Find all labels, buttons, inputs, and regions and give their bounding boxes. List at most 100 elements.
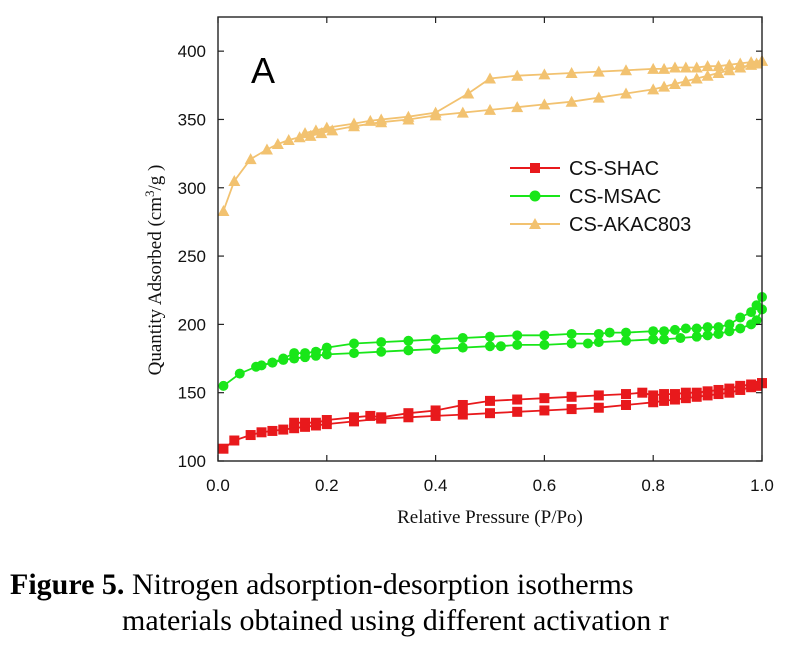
data-point-cs-shac-adsorption [680, 393, 691, 404]
data-point-cs-shac-desorption [376, 412, 387, 423]
data-point-cs-msac-adsorption [751, 315, 762, 326]
data-point-cs-msac-desorption [566, 328, 577, 339]
series-cs-akac803 [217, 54, 768, 216]
data-point-cs-akac803-adsorption [228, 174, 241, 186]
data-point-cs-msac-adsorption [234, 368, 245, 379]
data-point-cs-akac803-adsorption [690, 72, 703, 84]
data-point-cs-akac803-adsorption [260, 143, 273, 155]
legend-marker-cs-akac803 [529, 218, 541, 229]
data-point-cs-akac803-desorption [375, 113, 388, 125]
data-point-cs-msac-desorption [702, 322, 713, 333]
data-point-cs-msac-adsorption [321, 349, 332, 360]
data-point-cs-shac-desorption [300, 417, 311, 428]
data-point-cs-shac-adsorption [289, 423, 300, 434]
data-point-cs-msac-adsorption [349, 348, 359, 359]
data-point-cs-shac-adsorption [751, 380, 762, 391]
data-point-cs-shac-adsorption [229, 435, 240, 446]
data-point-cs-akac803-adsorption [712, 67, 725, 79]
figure-caption: Figure 5. Nitrogen adsorption-desorption… [10, 567, 806, 639]
data-point-cs-akac803-adsorption [620, 87, 632, 99]
data-point-cs-akac803-adsorption [668, 77, 681, 89]
data-point-cs-shac-desorption [512, 394, 523, 405]
legend-label-cs-msac: CS-MSAC [569, 186, 661, 208]
data-point-cs-akac803-adsorption [565, 95, 578, 107]
data-point-cs-msac-desorption [669, 324, 680, 335]
data-point-cs-msac-adsorption [675, 333, 686, 344]
data-point-cs-akac803-desorption [745, 56, 758, 68]
x-tick-label: 0.8 [641, 476, 665, 495]
data-point-cs-msac-desorption [321, 342, 332, 353]
data-point-cs-shac-adsorption [430, 410, 441, 421]
data-point-cs-shac-desorption [365, 410, 376, 421]
x-tick-label: 1.0 [750, 476, 774, 495]
data-point-cs-akac803-adsorption [511, 101, 524, 113]
data-point-cs-msac-desorption [256, 360, 267, 371]
data-point-cs-msac-desorption [512, 330, 523, 341]
data-point-cs-akac803-adsorption [658, 80, 671, 92]
data-point-cs-akac803-desorption [734, 57, 747, 69]
data-point-cs-msac-desorption [289, 348, 300, 359]
data-point-cs-shac-adsorption [278, 424, 289, 435]
data-point-cs-akac803-desorption [364, 114, 377, 126]
axes-layer: 0.0 0.2 0.4 0.6 0.8 1.0 100 150 200 250 300 350 400 [178, 17, 774, 495]
data-point-cs-akac803-desorption [723, 58, 736, 70]
series-layer [217, 54, 768, 454]
data-point-cs-msac-desorption [278, 353, 289, 364]
data-point-cs-akac803-desorption [299, 127, 312, 139]
data-point-cs-msac-adsorption [735, 323, 746, 334]
data-point-cs-msac-adsorption [659, 334, 670, 345]
x-tick-label: 0.4 [424, 476, 448, 495]
data-point-cs-akac803-adsorption [538, 98, 551, 110]
data-point-cs-shac-desorption [485, 395, 495, 406]
data-point-cs-msac-desorption [403, 335, 414, 346]
data-point-cs-akac803-desorption [668, 61, 681, 73]
data-point-cs-shac-desorption [566, 391, 577, 402]
data-point-cs-shac-desorption [702, 386, 713, 397]
data-point-cs-akac803-adsorption [456, 106, 469, 118]
data-point-cs-shac-desorption [593, 390, 604, 401]
data-point-cs-shac-desorption [659, 389, 670, 400]
data-point-cs-akac803-desorption [511, 69, 524, 81]
data-point-cs-msac-adsorption [724, 326, 735, 337]
data-point-cs-akac803-desorption [402, 110, 415, 122]
data-point-cs-shac-adsorption [669, 394, 680, 405]
data-point-cs-akac803-desorption [484, 72, 496, 84]
data-point-cs-msac-desorption [659, 326, 670, 337]
data-point-cs-shac-desorption [403, 408, 414, 419]
data-point-cs-akac803-desorption [712, 60, 725, 72]
data-point-cs-shac-adsorption [218, 443, 229, 454]
y-tick-label: 400 [178, 42, 206, 61]
legend-label-cs-akac803: CS-AKAC803 [569, 214, 691, 236]
series-cs-msac [218, 292, 767, 391]
data-point-cs-shac-desorption [289, 417, 300, 428]
y-tick-label: 150 [178, 384, 206, 403]
data-point-cs-msac-adsorption [566, 338, 577, 349]
data-point-cs-akac803-desorption [658, 62, 671, 74]
x-tick-label: 0.2 [315, 476, 339, 495]
data-point-cs-akac803-adsorption [484, 103, 496, 115]
y-axis-title: Quantity Adsorbed (cm3/g ) [142, 165, 166, 376]
panel-label: A [251, 50, 275, 91]
data-point-cs-msac-adsorption [495, 341, 506, 352]
data-point-cs-akac803-adsorption [244, 153, 257, 165]
y-tick-label: 350 [178, 110, 206, 129]
data-point-cs-akac803-adsorption [282, 133, 295, 145]
data-point-cs-msac-desorption [713, 322, 724, 333]
data-point-cs-shac-adsorption [593, 402, 604, 413]
data-point-cs-msac-desorption [376, 337, 387, 348]
data-point-cs-shac-adsorption [267, 425, 278, 436]
data-point-cs-msac-desorption [349, 338, 359, 349]
data-point-cs-msac-desorption [539, 330, 550, 341]
data-point-cs-akac803-desorption [679, 61, 692, 73]
data-point-cs-msac-desorption [485, 331, 495, 342]
data-point-cs-msac-desorption [751, 300, 762, 311]
data-point-cs-akac803-desorption [462, 87, 475, 99]
y-tick-label: 200 [178, 315, 206, 334]
data-point-cs-akac803-desorption [690, 61, 703, 73]
data-point-cs-akac803-desorption [429, 106, 442, 118]
data-point-cs-akac803-desorption [348, 117, 360, 129]
data-point-cs-msac-desorption [648, 326, 659, 337]
data-point-cs-akac803-desorption [647, 62, 660, 74]
y-tick-label: 250 [178, 247, 206, 266]
data-point-cs-akac803-adsorption [647, 83, 660, 95]
